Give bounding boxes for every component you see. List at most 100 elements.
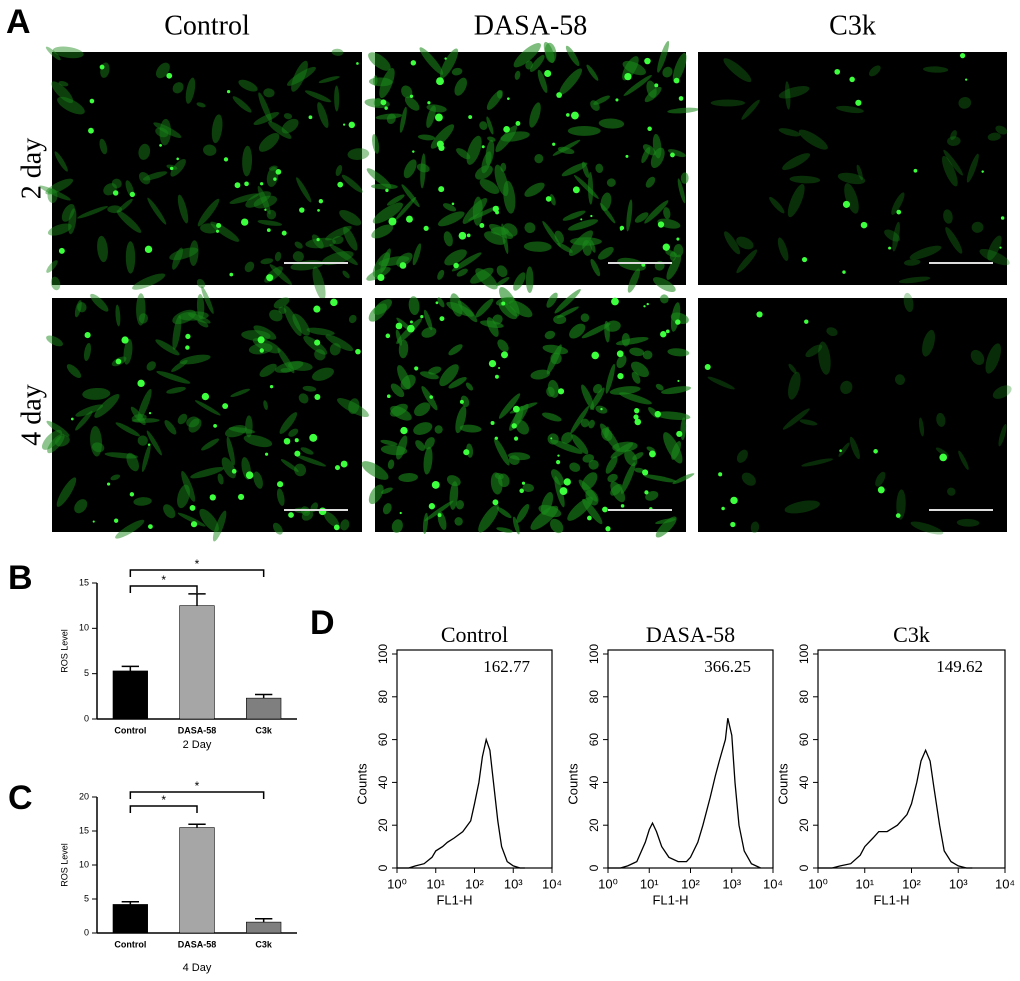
cell xyxy=(243,434,273,448)
cell xyxy=(296,177,312,203)
panel-letter: C xyxy=(8,779,33,817)
cell xyxy=(417,134,436,141)
cell-bright xyxy=(190,521,198,528)
cell xyxy=(943,209,953,224)
cell xyxy=(437,269,445,280)
cell-bright xyxy=(479,223,485,228)
cell xyxy=(666,254,682,280)
cell xyxy=(291,60,308,92)
x-tick-label: 10¹ xyxy=(855,876,874,891)
cell-bright xyxy=(386,394,391,399)
cell xyxy=(194,400,221,416)
cell xyxy=(380,439,398,446)
cell-bright xyxy=(602,506,608,513)
cell xyxy=(789,175,821,184)
cell xyxy=(225,425,247,438)
cell xyxy=(798,129,828,150)
cell xyxy=(552,139,581,156)
cell xyxy=(179,354,211,365)
cell xyxy=(311,234,324,249)
cell xyxy=(77,206,108,219)
cell xyxy=(950,130,957,141)
cell-bright xyxy=(481,145,485,149)
cell-bright xyxy=(92,520,95,523)
cell-bright xyxy=(213,423,217,428)
cell-bright xyxy=(384,106,388,110)
cell xyxy=(104,452,138,459)
cell xyxy=(550,439,583,454)
cell xyxy=(155,339,180,356)
cell-bright xyxy=(288,512,294,518)
cell xyxy=(672,473,695,485)
cell xyxy=(634,467,645,473)
cell xyxy=(245,415,253,438)
cell xyxy=(421,386,438,411)
cell-bright xyxy=(633,414,639,420)
cell xyxy=(391,519,403,533)
cell xyxy=(66,364,82,379)
cell xyxy=(430,124,455,149)
cell xyxy=(494,164,509,197)
cell xyxy=(497,339,509,352)
cell xyxy=(710,99,746,107)
cell xyxy=(495,277,510,287)
cell xyxy=(187,312,211,324)
cell-bright xyxy=(466,233,471,238)
cell xyxy=(595,163,604,173)
cell xyxy=(653,277,676,293)
x-tick-label: 10⁴ xyxy=(763,876,783,891)
cell xyxy=(643,474,677,483)
cell xyxy=(529,102,541,128)
cell xyxy=(462,198,488,224)
cell-bright xyxy=(501,301,506,306)
cell xyxy=(869,65,881,77)
cell xyxy=(146,361,156,371)
cell xyxy=(269,264,292,285)
y-tick-label: 60 xyxy=(376,733,390,747)
cell xyxy=(663,432,683,464)
cell xyxy=(294,463,307,477)
cell-bright xyxy=(834,68,841,75)
y-tick-label: 10 xyxy=(79,859,89,869)
cell xyxy=(502,223,518,237)
plot-frame xyxy=(607,649,774,869)
cell xyxy=(221,457,237,479)
cell xyxy=(590,387,605,410)
annotation: 366.25 xyxy=(704,657,751,676)
cell xyxy=(172,247,183,270)
cell xyxy=(177,413,188,425)
cell xyxy=(493,437,510,466)
cell xyxy=(987,132,1001,141)
cell xyxy=(312,266,326,301)
y-tick-label: 20 xyxy=(79,791,89,801)
cell xyxy=(47,223,72,236)
cell-bright xyxy=(435,301,439,305)
cell xyxy=(460,395,470,407)
cell-bright xyxy=(189,505,196,511)
cell xyxy=(401,85,413,99)
cell xyxy=(133,497,152,506)
y-tick-label: 5 xyxy=(84,668,89,678)
cell-bright xyxy=(427,101,431,105)
panel-letter: B xyxy=(8,559,33,597)
cell-bright xyxy=(572,186,580,194)
cell-bright xyxy=(436,77,444,86)
cell-bright xyxy=(662,243,670,251)
cell xyxy=(655,516,677,538)
cell xyxy=(166,386,186,394)
cell xyxy=(565,45,580,67)
cell xyxy=(655,411,691,420)
x-tick-label: 10⁴ xyxy=(542,876,562,891)
cell xyxy=(387,459,395,470)
cell xyxy=(547,379,560,398)
cell-bright xyxy=(438,186,445,193)
cell-bright xyxy=(804,319,809,324)
chart-title: Control xyxy=(441,622,508,647)
cell xyxy=(542,344,569,355)
cell xyxy=(546,292,558,308)
cell-bright xyxy=(70,417,74,421)
cell xyxy=(922,329,936,357)
cell xyxy=(554,230,565,244)
cell xyxy=(581,322,611,339)
cell xyxy=(200,223,219,234)
